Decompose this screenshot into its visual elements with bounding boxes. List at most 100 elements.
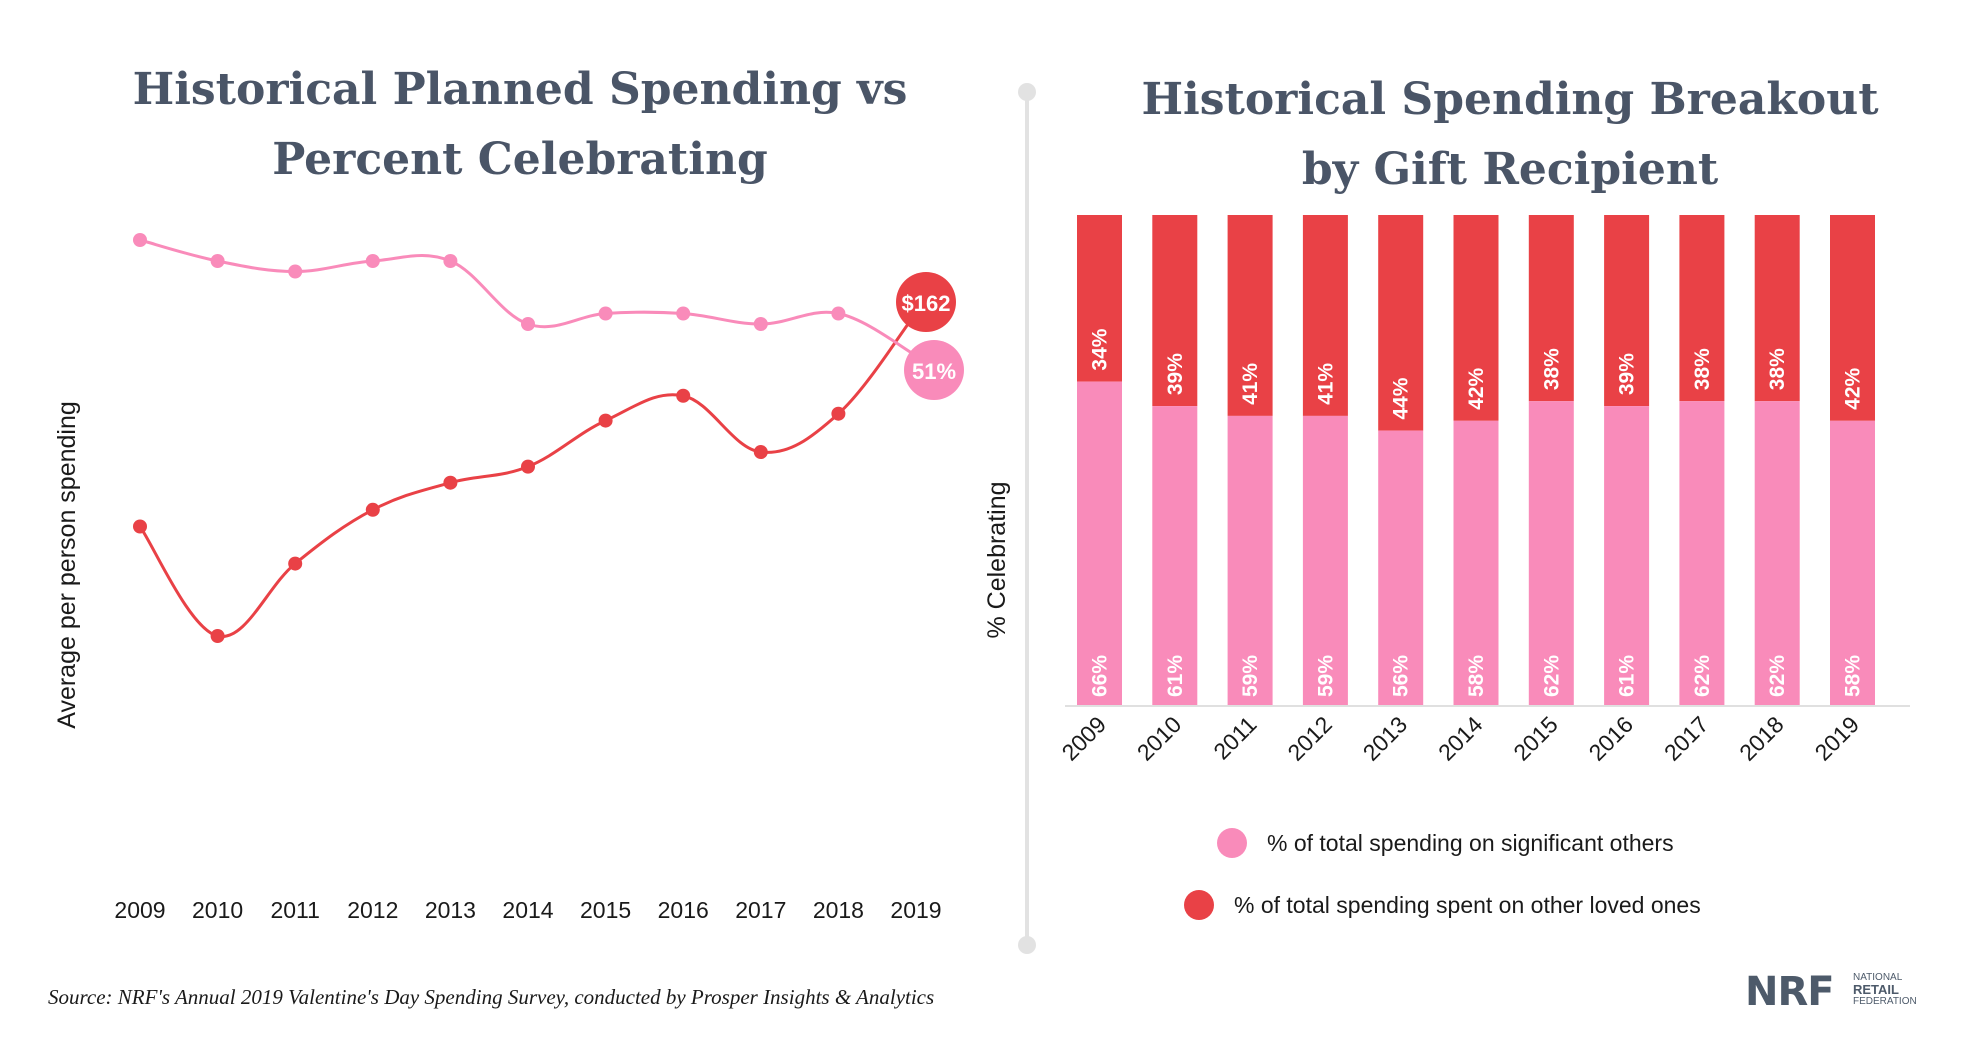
bar-significant-others-2009 (1077, 381, 1122, 705)
left-x-tick-2014: 2014 (502, 897, 553, 923)
left-chart-title: Historical Planned Spending vs Percent C… (95, 55, 945, 195)
label-other-loved-ones-2015: 38% (1540, 348, 1563, 390)
label-significant-others-2013: 56% (1390, 655, 1413, 697)
bar-other-loved-ones-2011 (1227, 215, 1273, 416)
left-x-tick-2019: 2019 (890, 897, 941, 923)
label-significant-others-2009: 66% (1089, 655, 1112, 697)
right-x-tick-2011: 2011 (1208, 711, 1261, 764)
spending-point-2016 (676, 388, 691, 403)
spending-point-2011 (288, 556, 303, 571)
celebrating-point-2016 (676, 306, 691, 321)
left-x-tick-2012: 2012 (347, 897, 398, 923)
celebrating-end-badge-label: 51% (912, 359, 956, 384)
right-x-tick-2017: 2017 (1659, 711, 1714, 766)
bar-significant-others-2013 (1378, 430, 1424, 705)
celebrating-point-2015 (598, 306, 613, 321)
label-other-loved-ones-2010: 39% (1164, 353, 1187, 395)
legend-label-significant-others: % of total spending on significant other… (1267, 830, 1674, 856)
bar-other-loved-ones-2009 (1077, 215, 1122, 382)
spending-point-2012 (365, 502, 380, 517)
bar-significant-others-2017 (1679, 401, 1725, 705)
left-x-tick-2013: 2013 (425, 897, 476, 923)
right-chart-title-line2: by Gift Recipient (1301, 144, 1719, 195)
divider-top-dot (1018, 83, 1036, 101)
celebrating-point-2018 (831, 306, 846, 321)
left-x-tick-2011: 2011 (270, 897, 319, 923)
bar-other-loved-ones-2019 (1830, 215, 1875, 421)
bar-other-loved-ones-2015 (1528, 215, 1574, 402)
celebrating-point-2012 (365, 254, 380, 268)
label-other-loved-ones-2011: 41% (1239, 363, 1262, 405)
legend: % of total spending on significant other… (1184, 828, 1701, 920)
bar-significant-others-2014 (1453, 420, 1499, 705)
label-other-loved-ones-2009: 34% (1089, 328, 1112, 370)
right-chart-title-line1: Historical Spending Breakout (1141, 74, 1879, 125)
celebrating-point-2014 (521, 317, 535, 331)
left-x-axis-ticks: 2009 2010 2011 2012 2013 2014 2015 2016 2017 2018… (114, 897, 941, 923)
right-x-tick-2010: 2010 (1132, 711, 1187, 766)
right-x-axis-ticks: 2009 2010 2011 2012 2013 2014 2015 2016 2017 2018… (1056, 711, 1864, 766)
label-other-loved-ones-2017: 38% (1691, 348, 1714, 390)
celebrating-end-badge (904, 340, 964, 400)
divider-bottom-dot (1018, 936, 1036, 954)
label-other-loved-ones-2014: 42% (1465, 367, 1488, 409)
label-significant-others-2010: 61% (1164, 655, 1187, 697)
nrf-logo-mark: NRF (1745, 969, 1835, 1015)
right-x-tick-2016: 2016 (1584, 711, 1639, 766)
right-y-axis-label: % Celebrating (983, 481, 1011, 638)
celebrating-point-2010 (210, 254, 225, 268)
left-x-tick-2017: 2017 (735, 897, 786, 923)
legend-swatch-significant-others (1217, 828, 1247, 858)
celebrating-point-2013 (443, 254, 458, 268)
bar-other-loved-ones-2010 (1152, 215, 1198, 407)
bar-other-loved-ones-2018 (1754, 215, 1800, 402)
label-significant-others-2014: 58% (1465, 655, 1488, 697)
spending-line-chart: Average per person spending 2009 2010 2011… (53, 233, 964, 923)
legend-label-other-loved-ones: % of total spending spent on other loved… (1234, 892, 1701, 918)
left-x-tick-2018: 2018 (813, 897, 864, 923)
bar-other-loved-ones-2012 (1302, 215, 1348, 416)
nrf-logo-text: NATIONAL RETAIL FEDERATION (1853, 972, 1917, 1008)
spending-point-2015 (598, 413, 613, 428)
spending-point-2010 (210, 629, 225, 643)
spending-point-2009 (133, 519, 147, 534)
line-series-layer (133, 233, 918, 643)
label-significant-others-2011: 59% (1239, 655, 1262, 697)
spending-line (138, 311, 918, 638)
bar-other-loved-ones-2013 (1378, 215, 1424, 431)
spending-point-2014 (521, 459, 535, 474)
right-x-tick-2009: 2009 (1056, 711, 1111, 766)
right-x-tick-2012: 2012 (1282, 711, 1337, 766)
celebrating-point-2009 (133, 233, 147, 247)
bar-significant-others-2015 (1528, 401, 1574, 705)
spending-point-2018 (831, 406, 846, 421)
legend-swatch-other-loved-ones (1184, 890, 1214, 920)
left-y-axis-label: Average per person spending (53, 401, 81, 729)
bar-significant-others-2010 (1152, 406, 1198, 705)
bar-significant-others-2016 (1604, 406, 1650, 705)
bar-significant-others-2019 (1830, 420, 1875, 705)
bar-other-loved-ones-2014 (1453, 215, 1499, 421)
left-x-tick-2016: 2016 (658, 897, 709, 923)
spending-point-2017 (753, 445, 768, 460)
label-other-loved-ones-2013: 44% (1390, 377, 1413, 419)
label-other-loved-ones-2016: 39% (1616, 353, 1639, 395)
celebrating-point-2017 (753, 317, 768, 331)
spending-point-2013 (443, 475, 458, 490)
bar-other-loved-ones-2017 (1679, 215, 1725, 402)
right-x-tick-2013: 2013 (1358, 711, 1413, 766)
left-chart-title-line2: Percent Celebrating (272, 134, 768, 185)
nrf-logo-line2: RETAIL (1853, 982, 1899, 997)
gift-recipient-bar-chart: % Celebrating 66% 34% 61% 39% 59% 41% 59% 41% 56… (983, 215, 1910, 920)
label-other-loved-ones-2018: 38% (1766, 348, 1789, 390)
celebrating-line (139, 238, 917, 357)
bar-series-layer: 66% 34% 61% 39% 59% 41% 59% 41% 56% 44% 58% 42% 62% 3… (1077, 215, 1875, 705)
right-x-tick-2019: 2019 (1809, 711, 1864, 766)
bar-significant-others-2011 (1227, 415, 1273, 705)
spending-end-badge-label: $162 (902, 291, 951, 316)
spending-end-badge (896, 272, 956, 332)
right-x-tick-2014: 2014 (1433, 711, 1488, 766)
right-x-tick-2018: 2018 (1734, 711, 1789, 766)
bar-significant-others-2012 (1302, 415, 1348, 705)
